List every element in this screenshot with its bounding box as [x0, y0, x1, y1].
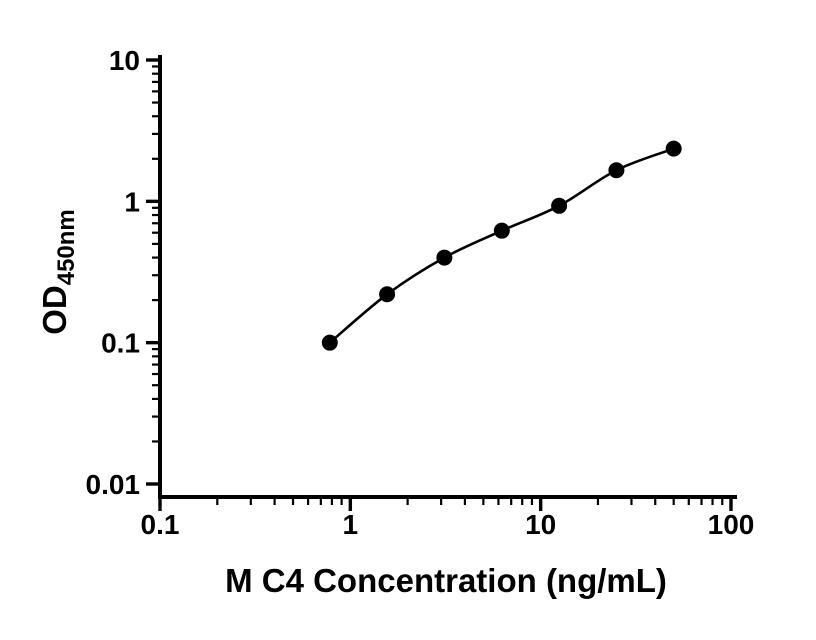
y-tick-label: 10	[109, 45, 140, 76]
x-tick-label: 0.1	[141, 509, 180, 540]
data-point	[379, 286, 396, 303]
axis-frame	[158, 55, 737, 499]
fit-curve-group	[328, 147, 675, 344]
y-axis-title-subscript: 450nm	[53, 209, 80, 285]
y-axis-title-main: OD	[36, 285, 73, 335]
x-axis-title: M C4 Concentration (ng/mL)	[225, 562, 667, 599]
x-tick-label: 100	[708, 509, 755, 540]
x-tick-label: 10	[525, 509, 556, 540]
data-point	[608, 162, 625, 179]
data-point	[551, 197, 568, 214]
data-point	[436, 249, 453, 266]
axis-ticks	[146, 58, 733, 511]
standard-curve-line	[328, 147, 675, 344]
x-tick-label: 1	[343, 509, 359, 540]
y-tick-label: 0.01	[86, 469, 141, 500]
y-tick-label: 1	[124, 186, 140, 217]
y-tick-label: 0.1	[101, 328, 140, 359]
y-axis-title: OD450nm	[36, 209, 80, 335]
data-point	[493, 222, 510, 239]
data-point	[665, 140, 682, 157]
axes	[158, 55, 737, 499]
data-point	[321, 334, 338, 351]
data-points-group	[321, 140, 682, 351]
